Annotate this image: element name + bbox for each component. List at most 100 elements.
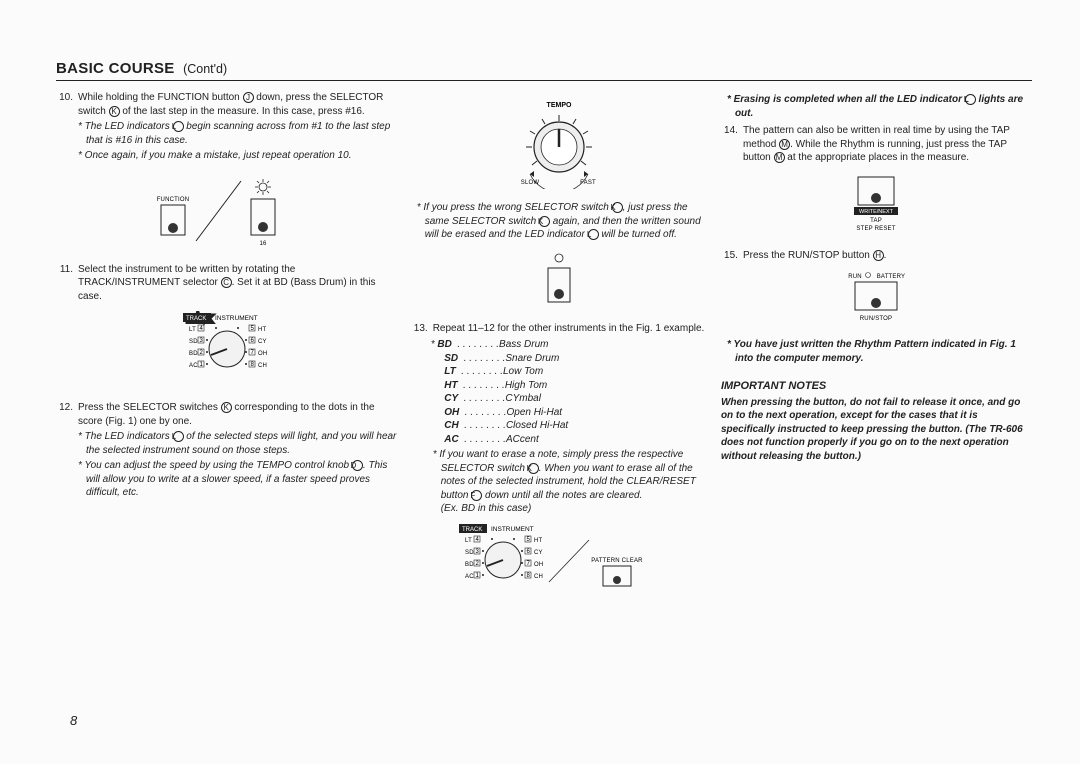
header-contd: (Cont'd) <box>183 62 227 76</box>
svg-text:BATTERY: BATTERY <box>877 274 906 280</box>
list-item: CY . . . . . . . .CYmbal <box>439 392 707 406</box>
step-14: 14. The pattern can also be written in r… <box>721 124 1032 165</box>
svg-text:TEMPO: TEMPO <box>546 102 571 109</box>
step-13: 13. Repeat 11–12 for the other instrumen… <box>411 322 707 516</box>
svg-text:HT: HT <box>258 327 267 333</box>
svg-text:LT: LT <box>465 538 472 544</box>
header-title: BASIC COURSE <box>56 60 175 77</box>
list-item: CH . . . . . . . .Closed Hi-Hat <box>439 419 707 433</box>
column-1: 10. While holding the FUNCTION button J … <box>56 91 397 612</box>
svg-text:LT: LT <box>189 327 196 333</box>
step-text: Repeat 11–12 for the other instruments i… <box>433 323 705 334</box>
svg-text:7: 7 <box>251 350 255 356</box>
svg-text:HT: HT <box>534 538 543 544</box>
step-10-note-2: Once again, if you make a mistake, just … <box>78 149 397 163</box>
content-columns: 10. While holding the FUNCTION button J … <box>56 91 1032 612</box>
figure-tempo-knob: TEMPO SLOW FAST <box>411 99 707 189</box>
svg-text:5: 5 <box>526 537 530 543</box>
list-item: AC . . . . . . . .ACcent <box>439 433 707 447</box>
list-item: HT . . . . . . . .High Tom <box>439 379 707 393</box>
column-2: TEMPO SLOW FAST If you press the wrong S… <box>411 91 707 612</box>
svg-text:OH: OH <box>258 351 267 357</box>
svg-text:CY: CY <box>258 339 267 345</box>
note-pattern-written: You have just written the Rhythm Pattern… <box>721 338 1032 365</box>
svg-text:CY: CY <box>534 550 543 556</box>
step-10-note-1: The LED indicators L begin scanning acro… <box>78 120 397 147</box>
page-header: BASIC COURSE (Cont'd) <box>56 60 1032 81</box>
step-15: 15. Press the RUN/STOP button H. <box>721 249 1032 263</box>
function-label: FUNCTION <box>157 197 190 203</box>
list-item: OH . . . . . . . .Open Hi-Hat <box>439 406 707 420</box>
figure-run-stop: RUN BATTERY RUN/STOP <box>721 270 1032 326</box>
instrument-list: BD . . . . . . . .Bass Drum SD . . . . .… <box>433 338 707 446</box>
step-12-note-1: The LED indicators L of the selected ste… <box>78 430 397 457</box>
list-item: LT . . . . . . . .Low Tom <box>439 365 707 379</box>
step-body: The pattern can also be written in real … <box>743 124 1032 165</box>
figure-single-switch <box>411 250 707 310</box>
svg-text:8: 8 <box>526 573 530 579</box>
step-number: 13. <box>411 322 433 516</box>
step-text: While holding the FUNCTION button J down… <box>78 92 383 117</box>
svg-text:INSTRUMENT: INSTRUMENT <box>215 315 258 322</box>
step-number: 15. <box>721 249 743 263</box>
svg-text:STEP RESET: STEP RESET <box>857 226 896 232</box>
svg-text:OH: OH <box>534 562 543 568</box>
svg-text:AC: AC <box>189 363 198 369</box>
svg-text:SD: SD <box>189 339 198 345</box>
step-number: 11. <box>56 263 78 304</box>
figure-function-switch: FUNCTION 16 <box>56 171 397 251</box>
svg-text:5: 5 <box>251 326 255 332</box>
svg-text:2: 2 <box>200 350 204 356</box>
note-wrong-selector: If you press the wrong SELECTOR switch K… <box>411 201 707 242</box>
svg-text:RUN/STOP: RUN/STOP <box>860 316 893 322</box>
step-body: Press the RUN/STOP button H. <box>743 249 1032 263</box>
svg-text:1: 1 <box>475 573 479 579</box>
figure-track-instrument-dial-2: TRACK INSTRUMENT LT4 SD3 BD2 AC1 5 HT 6 CY… <box>411 522 707 600</box>
step-11: 11. Select the instrument to be written … <box>56 263 397 304</box>
step-body: Press the SELECTOR switches K correspond… <box>78 401 397 500</box>
svg-text:3: 3 <box>475 549 479 555</box>
svg-text:2: 2 <box>475 561 479 567</box>
svg-text:BD: BD <box>189 351 198 357</box>
list-item: SD . . . . . . . .Snare Drum <box>439 352 707 366</box>
svg-text:1: 1 <box>200 362 204 368</box>
note-erase: If you want to erase a note, simply pres… <box>433 448 707 516</box>
list-item: BD . . . . . . . .Bass Drum <box>439 338 707 352</box>
svg-text:INSTRUMENT: INSTRUMENT <box>491 526 534 533</box>
figure-track-instrument-dial-1: TRACK TRACK INSTRUMENT LT4 SD3 BD2 AC1 5… <box>56 311 397 389</box>
svg-text:7: 7 <box>526 561 530 567</box>
svg-text:AC: AC <box>465 574 474 580</box>
page-number: 8 <box>70 713 77 728</box>
svg-text:CH: CH <box>258 363 267 369</box>
step-12: 12. Press the SELECTOR switches K corres… <box>56 401 397 500</box>
figure-tap-button: WRITE/NEXT TAP STEP RESET <box>721 173 1032 237</box>
step-body: Select the instrument to be written by r… <box>78 263 397 304</box>
important-notes-body: When pressing the button, do not fail to… <box>721 396 1032 464</box>
svg-text:4: 4 <box>475 537 479 543</box>
step-body: While holding the FUNCTION button J down… <box>78 91 397 163</box>
svg-text:TAP: TAP <box>871 218 883 224</box>
label-16: 16 <box>260 241 268 247</box>
step-number: 10. <box>56 91 78 163</box>
svg-text:FAST: FAST <box>580 180 596 186</box>
svg-text:CH: CH <box>534 574 543 580</box>
column-3: Erasing is completed when all the LED in… <box>721 91 1032 612</box>
svg-text:BD: BD <box>465 562 474 568</box>
svg-text:WRITE/NEXT: WRITE/NEXT <box>860 209 895 215</box>
svg-text:PATTERN CLEAR: PATTERN CLEAR <box>591 558 643 564</box>
svg-text:6: 6 <box>251 338 255 344</box>
important-notes-title: IMPORTANT NOTES <box>721 379 1032 394</box>
svg-text:3: 3 <box>200 338 204 344</box>
svg-text:6: 6 <box>526 549 530 555</box>
svg-text:8: 8 <box>251 362 255 368</box>
svg-text:TRACK: TRACK <box>186 316 206 322</box>
step-12-note-2: You can adjust the speed by using the TE… <box>78 459 397 500</box>
svg-text:TRACK: TRACK <box>462 527 482 533</box>
step-body: Repeat 11–12 for the other instruments i… <box>433 322 707 516</box>
step-10: 10. While holding the FUNCTION button J … <box>56 91 397 163</box>
note-erasing-complete: Erasing is completed when all the LED in… <box>721 93 1032 120</box>
step-number: 14. <box>721 124 743 165</box>
svg-text:RUN: RUN <box>849 274 863 280</box>
step-number: 12. <box>56 401 78 500</box>
svg-text:SD: SD <box>465 550 474 556</box>
